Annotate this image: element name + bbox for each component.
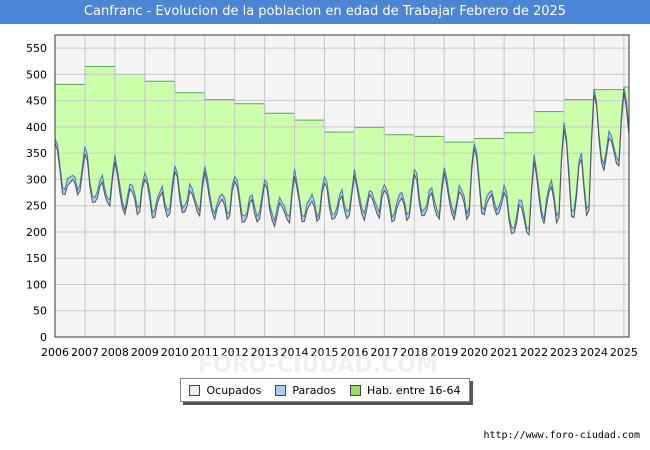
x-tick-label: 2020 bbox=[460, 346, 488, 359]
y-tick-label: 300 bbox=[26, 173, 47, 186]
chart-title: Canfranc - Evolucion de la poblacion en … bbox=[83, 4, 567, 19]
x-tick-label: 2015 bbox=[310, 346, 338, 359]
x-tick-label: 2009 bbox=[131, 346, 159, 359]
legend-item-hab: Hab. entre 16-64 bbox=[349, 383, 461, 397]
x-tick-label: 2011 bbox=[191, 346, 219, 359]
x-tick-label: 2012 bbox=[221, 346, 249, 359]
title-bar bbox=[0, 0, 650, 24]
y-tick-label: 550 bbox=[26, 42, 47, 55]
y-tick-label: 0 bbox=[40, 331, 47, 344]
x-tick-label: 2014 bbox=[281, 346, 309, 359]
legend-item-parados: Parados bbox=[275, 384, 336, 397]
ocupados-area bbox=[55, 92, 629, 337]
y-tick-label: 400 bbox=[26, 121, 47, 134]
legend-label-ocupados: Ocupados bbox=[206, 383, 262, 397]
y-tick-label: 350 bbox=[26, 147, 47, 160]
parados-line bbox=[54, 86, 630, 230]
legend-swatch-parados bbox=[275, 384, 287, 396]
x-tick-label: 2006 bbox=[41, 346, 69, 359]
x-tick-label: 2007 bbox=[71, 346, 99, 359]
legend-label-parados: Parados bbox=[292, 383, 336, 397]
x-tick-label: 2025 bbox=[610, 346, 638, 359]
x-tick-label: 2008 bbox=[101, 346, 129, 359]
y-tick-label: 50 bbox=[33, 305, 47, 318]
x-tick-label: 2017 bbox=[370, 346, 398, 359]
legend: Ocupados Parados Hab. entre 16-64 bbox=[180, 378, 470, 402]
y-tick-label: 150 bbox=[26, 252, 47, 265]
x-tick-label: 2022 bbox=[520, 346, 548, 359]
legend-label-hab: Hab. entre 16-64 bbox=[366, 383, 461, 397]
y-tick-label: 200 bbox=[26, 226, 47, 239]
x-tick-label: 2024 bbox=[580, 346, 608, 359]
legend-swatch-hab bbox=[349, 384, 361, 396]
ocupados-line bbox=[54, 92, 630, 237]
x-tick-label: 2023 bbox=[550, 346, 578, 359]
legend-item-ocupados: Ocupados bbox=[189, 384, 261, 397]
y-tick-label: 450 bbox=[26, 95, 47, 108]
legend-swatch-ocupados bbox=[189, 384, 201, 396]
y-tick-label: 250 bbox=[26, 200, 47, 213]
x-tick-label: 2010 bbox=[161, 346, 189, 359]
y-tick-label: 500 bbox=[26, 68, 47, 81]
watermark: FORO-CIUDAD.COM bbox=[198, 353, 438, 378]
plot-border bbox=[54, 34, 630, 338]
x-tick-label: 2019 bbox=[430, 346, 458, 359]
x-tick-label: 2013 bbox=[251, 346, 279, 359]
y-tick-label: 100 bbox=[26, 278, 47, 291]
x-tick-label: 2016 bbox=[340, 346, 368, 359]
credit-url: http://www.foro-ciudad.com bbox=[483, 430, 640, 441]
x-tick-label: 2018 bbox=[400, 346, 428, 359]
x-tick-label: 2021 bbox=[490, 346, 518, 359]
